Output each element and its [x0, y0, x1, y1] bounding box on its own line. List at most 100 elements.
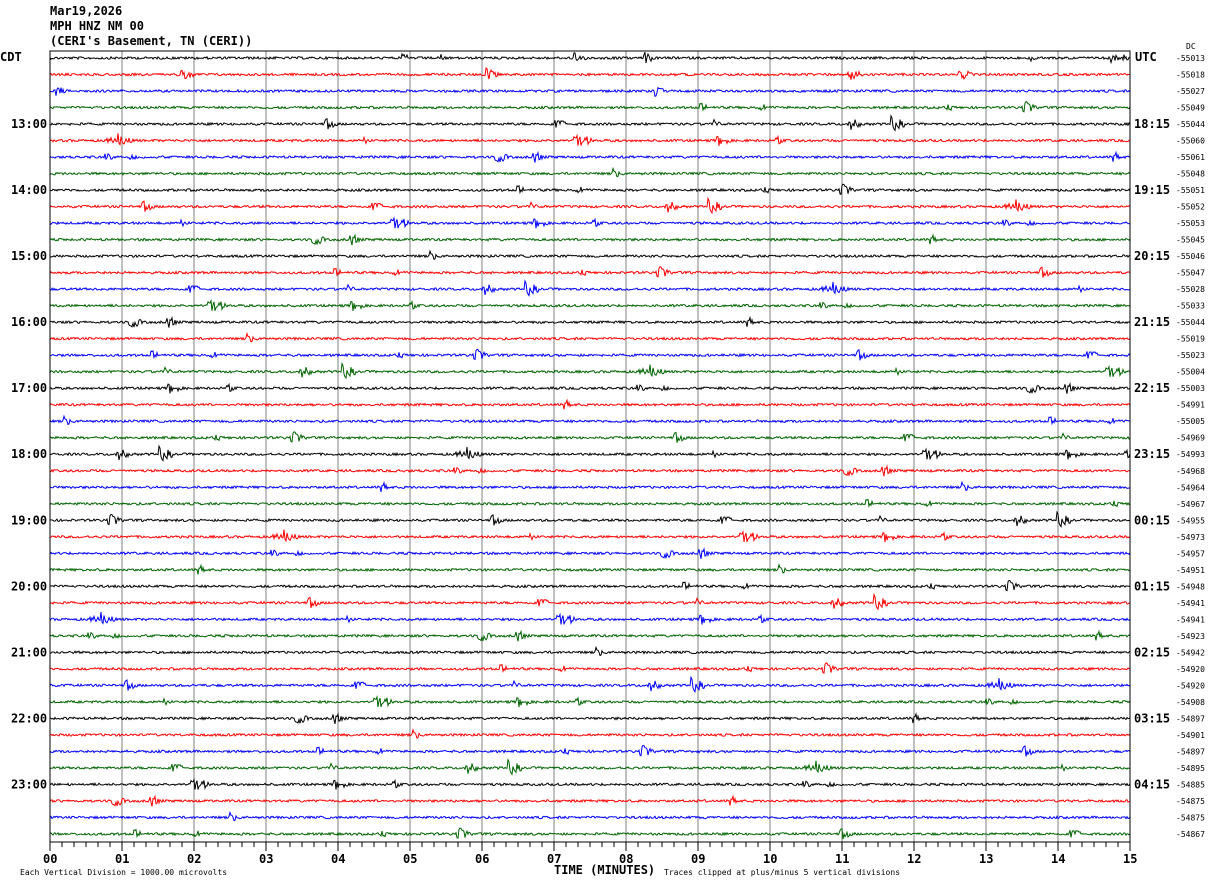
dc-offset-label: -54993	[1176, 450, 1205, 459]
x-tick-label: 08	[619, 852, 633, 866]
seismic-trace	[49, 547, 1131, 559]
dc-offset-label: -55027	[1176, 87, 1205, 96]
left-hour-label: 15:00	[11, 249, 47, 263]
left-hour-label: 16:00	[11, 315, 47, 329]
seismic-trace	[49, 645, 1131, 657]
seismic-trace	[49, 662, 1131, 674]
dc-offset-label: -54897	[1176, 714, 1205, 723]
seismic-trace	[49, 629, 1131, 642]
scale-note: Each Vertical Division = 1000.00 microvo…	[20, 868, 227, 877]
seismic-trace	[49, 249, 1131, 260]
left-hour-label: 20:00	[11, 579, 47, 593]
seismic-trace	[49, 67, 1131, 81]
seismic-trace	[49, 332, 1131, 343]
seismic-trace	[49, 758, 1130, 776]
left-hour-label: 21:00	[11, 645, 47, 659]
dc-offset-label: -55051	[1176, 186, 1205, 195]
dc-offset-label: -55061	[1176, 153, 1205, 162]
seismic-trace	[49, 196, 1131, 215]
x-tick-label: 11	[835, 852, 849, 866]
seismic-trace	[49, 133, 1131, 147]
dc-offset-label: -54885	[1176, 780, 1205, 789]
right-hour-label: 22:15	[1134, 381, 1170, 395]
seismic-trace	[49, 233, 1131, 246]
dc-offset-label: -55047	[1176, 269, 1205, 278]
left-hour-label: 22:00	[11, 711, 47, 725]
dc-offset-label: -55046	[1176, 252, 1205, 261]
right-hour-label: 01:15	[1134, 579, 1170, 593]
dc-offset-label: -55028	[1176, 285, 1205, 294]
seismic-trace	[49, 266, 1131, 278]
seismic-trace	[49, 100, 1131, 113]
dc-offset-label: -55013	[1176, 54, 1205, 63]
seismic-trace	[49, 444, 1131, 462]
seismic-trace	[49, 712, 1131, 725]
dc-offset-label: -54908	[1176, 698, 1205, 707]
dc-offset-label: -55019	[1176, 335, 1205, 344]
x-tick-label: 15	[1123, 852, 1137, 866]
x-tick-label: 05	[403, 852, 417, 866]
dc-offset-label: -54991	[1176, 401, 1205, 410]
seismic-trace	[49, 529, 1131, 543]
seismic-trace	[49, 794, 1131, 807]
x-tick-label: 09	[691, 852, 705, 866]
right-hour-label: 04:15	[1134, 777, 1170, 791]
dc-offset-label: -54964	[1176, 483, 1205, 492]
dc-offset-label: -54967	[1176, 500, 1205, 509]
seismic-trace	[49, 579, 1131, 592]
dc-offset-label: -54867	[1176, 830, 1205, 839]
seismic-trace	[49, 183, 1131, 196]
right-hour-label: 23:15	[1134, 447, 1170, 461]
seismic-trace	[49, 728, 1131, 739]
seismic-trace	[49, 166, 1131, 178]
right-hour-label: 02:15	[1134, 645, 1170, 659]
x-tick-label: 01	[115, 852, 129, 866]
seismic-trace	[49, 592, 1131, 611]
seismic-trace	[49, 216, 1131, 229]
left-timezone-label: CDT	[0, 50, 22, 64]
right-timezone-label: UTC	[1135, 50, 1157, 64]
dc-offset-label: -54897	[1176, 747, 1205, 756]
seismic-trace	[49, 86, 1131, 97]
seismic-trace	[49, 279, 1131, 297]
seismic-trace	[49, 675, 1131, 693]
dc-offset-label: -55045	[1176, 236, 1205, 245]
dc-offset-label: -55005	[1176, 417, 1205, 426]
seismic-trace	[49, 810, 1131, 822]
left-hour-label: 17:00	[11, 381, 47, 395]
dc-offset-label: -55004	[1176, 368, 1205, 377]
plot-frame	[49, 50, 1131, 843]
clip-note: Traces clipped at plus/minus 5 vertical …	[664, 868, 900, 877]
x-tick-label: 03	[259, 852, 273, 866]
left-hour-label: 23:00	[11, 777, 47, 791]
dc-offset-label: -54895	[1176, 764, 1205, 773]
dc-offset-label: -54901	[1176, 731, 1205, 740]
station-id: MPH HNZ NM 00	[50, 19, 144, 33]
dc-offset-label: -54875	[1176, 797, 1205, 806]
dc-offset-label: -55053	[1176, 219, 1205, 228]
seismic-trace	[49, 777, 1131, 790]
dc-offset-label: -55060	[1176, 137, 1205, 146]
dc-offset-label: -54969	[1176, 434, 1205, 443]
seismic-trace	[49, 150, 1131, 163]
dc-offset-label: -55023	[1176, 351, 1205, 360]
dc-offset-label: -54942	[1176, 648, 1205, 657]
seismic-trace	[49, 480, 1131, 492]
seismic-trace	[49, 744, 1131, 757]
seismic-trace	[49, 695, 1131, 708]
seismic-trace	[49, 114, 1131, 132]
station-location: (CERI's Basement, TN (CERI))	[50, 34, 253, 48]
dc-offset-label: -55003	[1176, 384, 1205, 393]
seismic-trace	[49, 52, 1131, 65]
seismic-trace	[49, 298, 1131, 312]
seismic-trace	[49, 381, 1131, 394]
right-hour-label: 20:15	[1134, 249, 1170, 263]
left-hour-label: 18:00	[11, 447, 47, 461]
dc-offset-label: -54951	[1176, 566, 1205, 575]
seismic-trace	[49, 414, 1131, 426]
seismic-trace	[49, 612, 1131, 625]
dc-offset-label: -54948	[1176, 582, 1205, 591]
x-tick-label: 12	[907, 852, 921, 866]
x-tick-label: 04	[331, 852, 345, 866]
